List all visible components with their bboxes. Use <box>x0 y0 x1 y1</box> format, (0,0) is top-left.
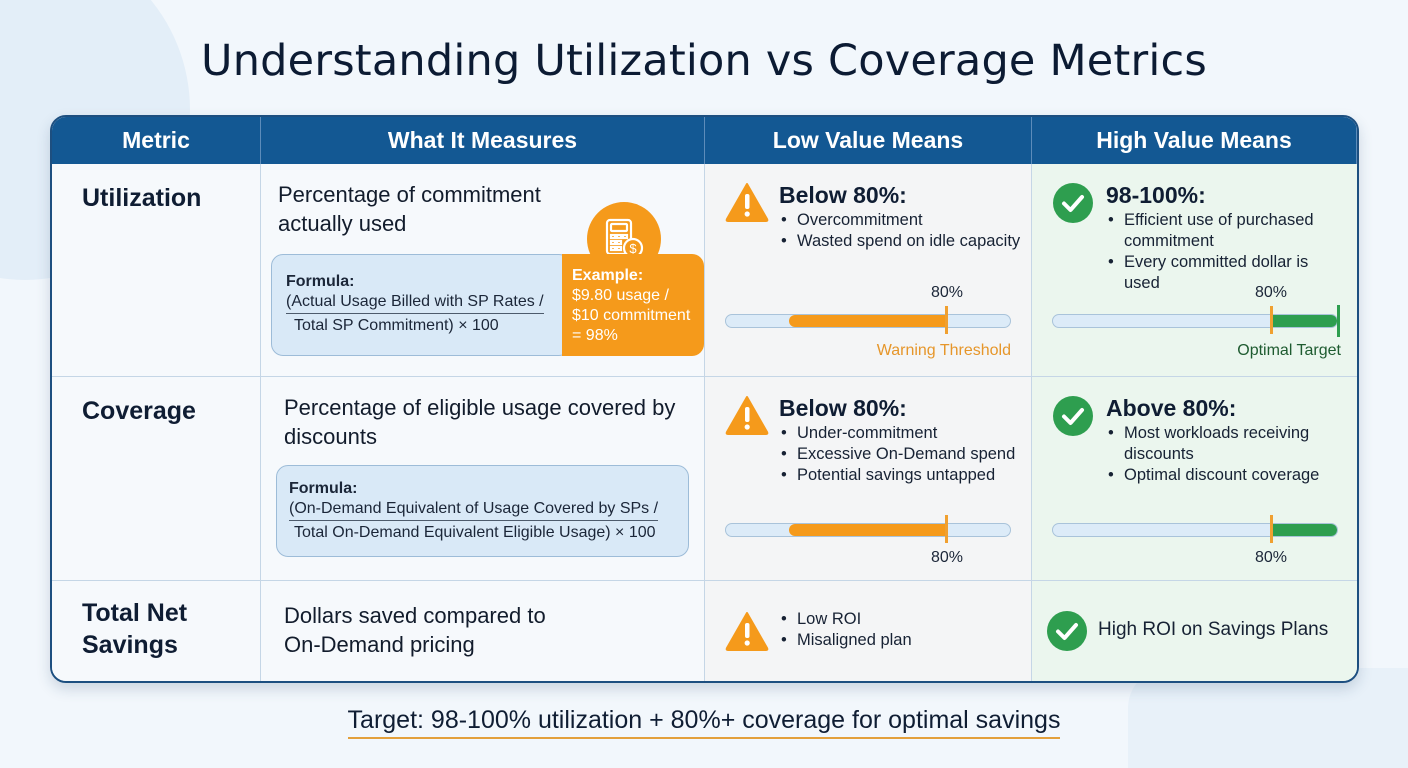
optimal-target-caption: Optimal Target <box>1237 342 1341 359</box>
formula-denominator: Total On-Demand Equivalent Eligible Usag… <box>294 524 656 541</box>
bullet-item: Low ROI <box>779 609 1029 630</box>
target-summary: Target: 98-100% utilization + 80%+ cover… <box>0 706 1408 739</box>
check-circle-icon <box>1046 610 1088 657</box>
bullet-item: Most workloads receiving discounts <box>1106 423 1346 465</box>
high-value-title: Above 80%: <box>1106 395 1237 421</box>
bullet-item: Optimal discount coverage <box>1106 465 1346 486</box>
table-row-savings-measure: Dollars saved compared to On-Demand pric… <box>261 581 705 681</box>
warning-triangle-icon <box>725 395 769 440</box>
high-value-title: 98-100%: <box>1106 182 1206 208</box>
low-value-title: Below 80%: <box>779 395 907 421</box>
table-row-savings-metric: Total Net Savings <box>52 581 261 681</box>
formula-label: Formula: <box>289 480 358 497</box>
header-what-it-measures: What It Measures <box>261 117 705 164</box>
formula-numerator: (Actual Usage Billed with SP Rates / <box>286 293 544 314</box>
table-row-coverage-measure: Percentage of eligible usage covered by … <box>261 377 705 581</box>
table-row-savings-low: Low ROI Misaligned plan <box>705 581 1032 681</box>
warning-triangle-icon <box>725 182 769 227</box>
page-title: Understanding Utilization vs Coverage Me… <box>201 36 1207 86</box>
threshold-marker <box>945 515 948 543</box>
target-marker <box>1337 305 1340 337</box>
threshold-marker <box>945 306 948 334</box>
bullet-item: Under-commitment <box>779 423 1029 444</box>
table-row-utilization-low: Below 80%: Overcommitment Wasted spend o… <box>705 164 1032 377</box>
warning-threshold-caption: Warning Threshold <box>876 342 1011 359</box>
high-value-bullets: Most workloads receiving discounts Optim… <box>1106 423 1346 486</box>
threshold-label: 80% <box>1255 549 1288 566</box>
bullet-item: Efficient use of purchased commitment <box>1106 210 1346 252</box>
coverage-low-bar <box>725 515 1011 543</box>
check-circle-icon <box>1052 182 1094 229</box>
metric-name: Coverage <box>82 397 196 425</box>
formula-label: Formula: <box>286 273 355 290</box>
example-line: $10 commitment <box>572 307 691 324</box>
coverage-high-bar <box>1052 515 1338 543</box>
table-row-coverage-low: Below 80%: Under-commitment Excessive On… <box>705 377 1032 581</box>
warning-threshold-bar <box>725 306 1011 334</box>
table-row-utilization-high: 98-100%: Efficient use of purchased comm… <box>1032 164 1357 377</box>
threshold-marker <box>1270 515 1273 543</box>
threshold-marker <box>1270 306 1273 334</box>
svg-text:$: $ <box>629 241 637 256</box>
table-row-coverage-high: Above 80%: Most workloads receiving disc… <box>1032 377 1357 581</box>
warning-triangle-icon <box>725 611 769 656</box>
low-value-bullets: Overcommitment Wasted spend on idle capa… <box>779 210 1029 252</box>
low-value-title: Below 80%: <box>779 182 907 208</box>
target-summary-text: Target: 98-100% utilization + 80%+ cover… <box>347 706 1061 739</box>
low-value-bullets: Low ROI Misaligned plan <box>779 609 1029 651</box>
formula-denominator: Total SP Commitment) × 100 <box>294 317 499 334</box>
measure-description: Percentage of eligible usage covered by … <box>284 395 676 449</box>
bullet-item: Every committed dollar is used <box>1106 252 1346 294</box>
bullet-item: Wasted spend on idle capacity <box>779 231 1029 252</box>
check-circle-icon <box>1052 395 1094 442</box>
header-high-value: High Value Means <box>1032 117 1357 164</box>
formula-numerator: (On-Demand Equivalent of Usage Covered b… <box>289 500 659 521</box>
high-value-text: High ROI on Savings Plans <box>1098 619 1329 640</box>
metric-name: Utilization <box>82 184 202 212</box>
bullet-item: Excessive On-Demand spend <box>779 444 1029 465</box>
example-line: = 98% <box>572 327 618 344</box>
high-value-bullets: Efficient use of purchased commitment Ev… <box>1106 210 1346 294</box>
background-decoration <box>1128 668 1408 768</box>
threshold-label: 80% <box>931 284 964 301</box>
example-line: $9.80 usage / <box>572 287 669 304</box>
threshold-label: 80% <box>1255 284 1288 301</box>
table-row-utilization-measure: Percentage of commitment actually used F… <box>261 164 705 377</box>
example-box: Example: $9.80 usage / $10 commitment = … <box>562 254 704 356</box>
measure-description: Percentage of commitment actually used <box>278 182 541 236</box>
header-low-value: Low Value Means <box>705 117 1032 164</box>
example-label: Example: <box>572 267 644 284</box>
formula-box: Formula: (On-Demand Equivalent of Usage … <box>276 465 689 557</box>
bullet-item: Potential savings untapped <box>779 465 1029 486</box>
low-value-bullets: Under-commitment Excessive On-Demand spe… <box>779 423 1029 486</box>
header-metric: Metric <box>52 117 261 164</box>
optimal-target-bar <box>1052 305 1340 337</box>
measure-description: Dollars saved compared to On-Demand pric… <box>284 603 546 657</box>
metric-name: Total Net Savings <box>82 599 188 659</box>
table-row-savings-high: High ROI on Savings Plans <box>1032 581 1357 681</box>
bullet-item: Misaligned plan <box>779 630 1029 651</box>
bullet-item: Overcommitment <box>779 210 1029 231</box>
metrics-table: Metric What It Measures Low Value Means … <box>50 115 1359 683</box>
table-row-coverage-metric: Coverage <box>52 377 261 581</box>
threshold-label: 80% <box>931 549 964 566</box>
table-row-utilization-metric: Utilization <box>52 164 261 377</box>
formula-box: Formula: (Actual Usage Billed with SP Ra… <box>271 254 571 356</box>
